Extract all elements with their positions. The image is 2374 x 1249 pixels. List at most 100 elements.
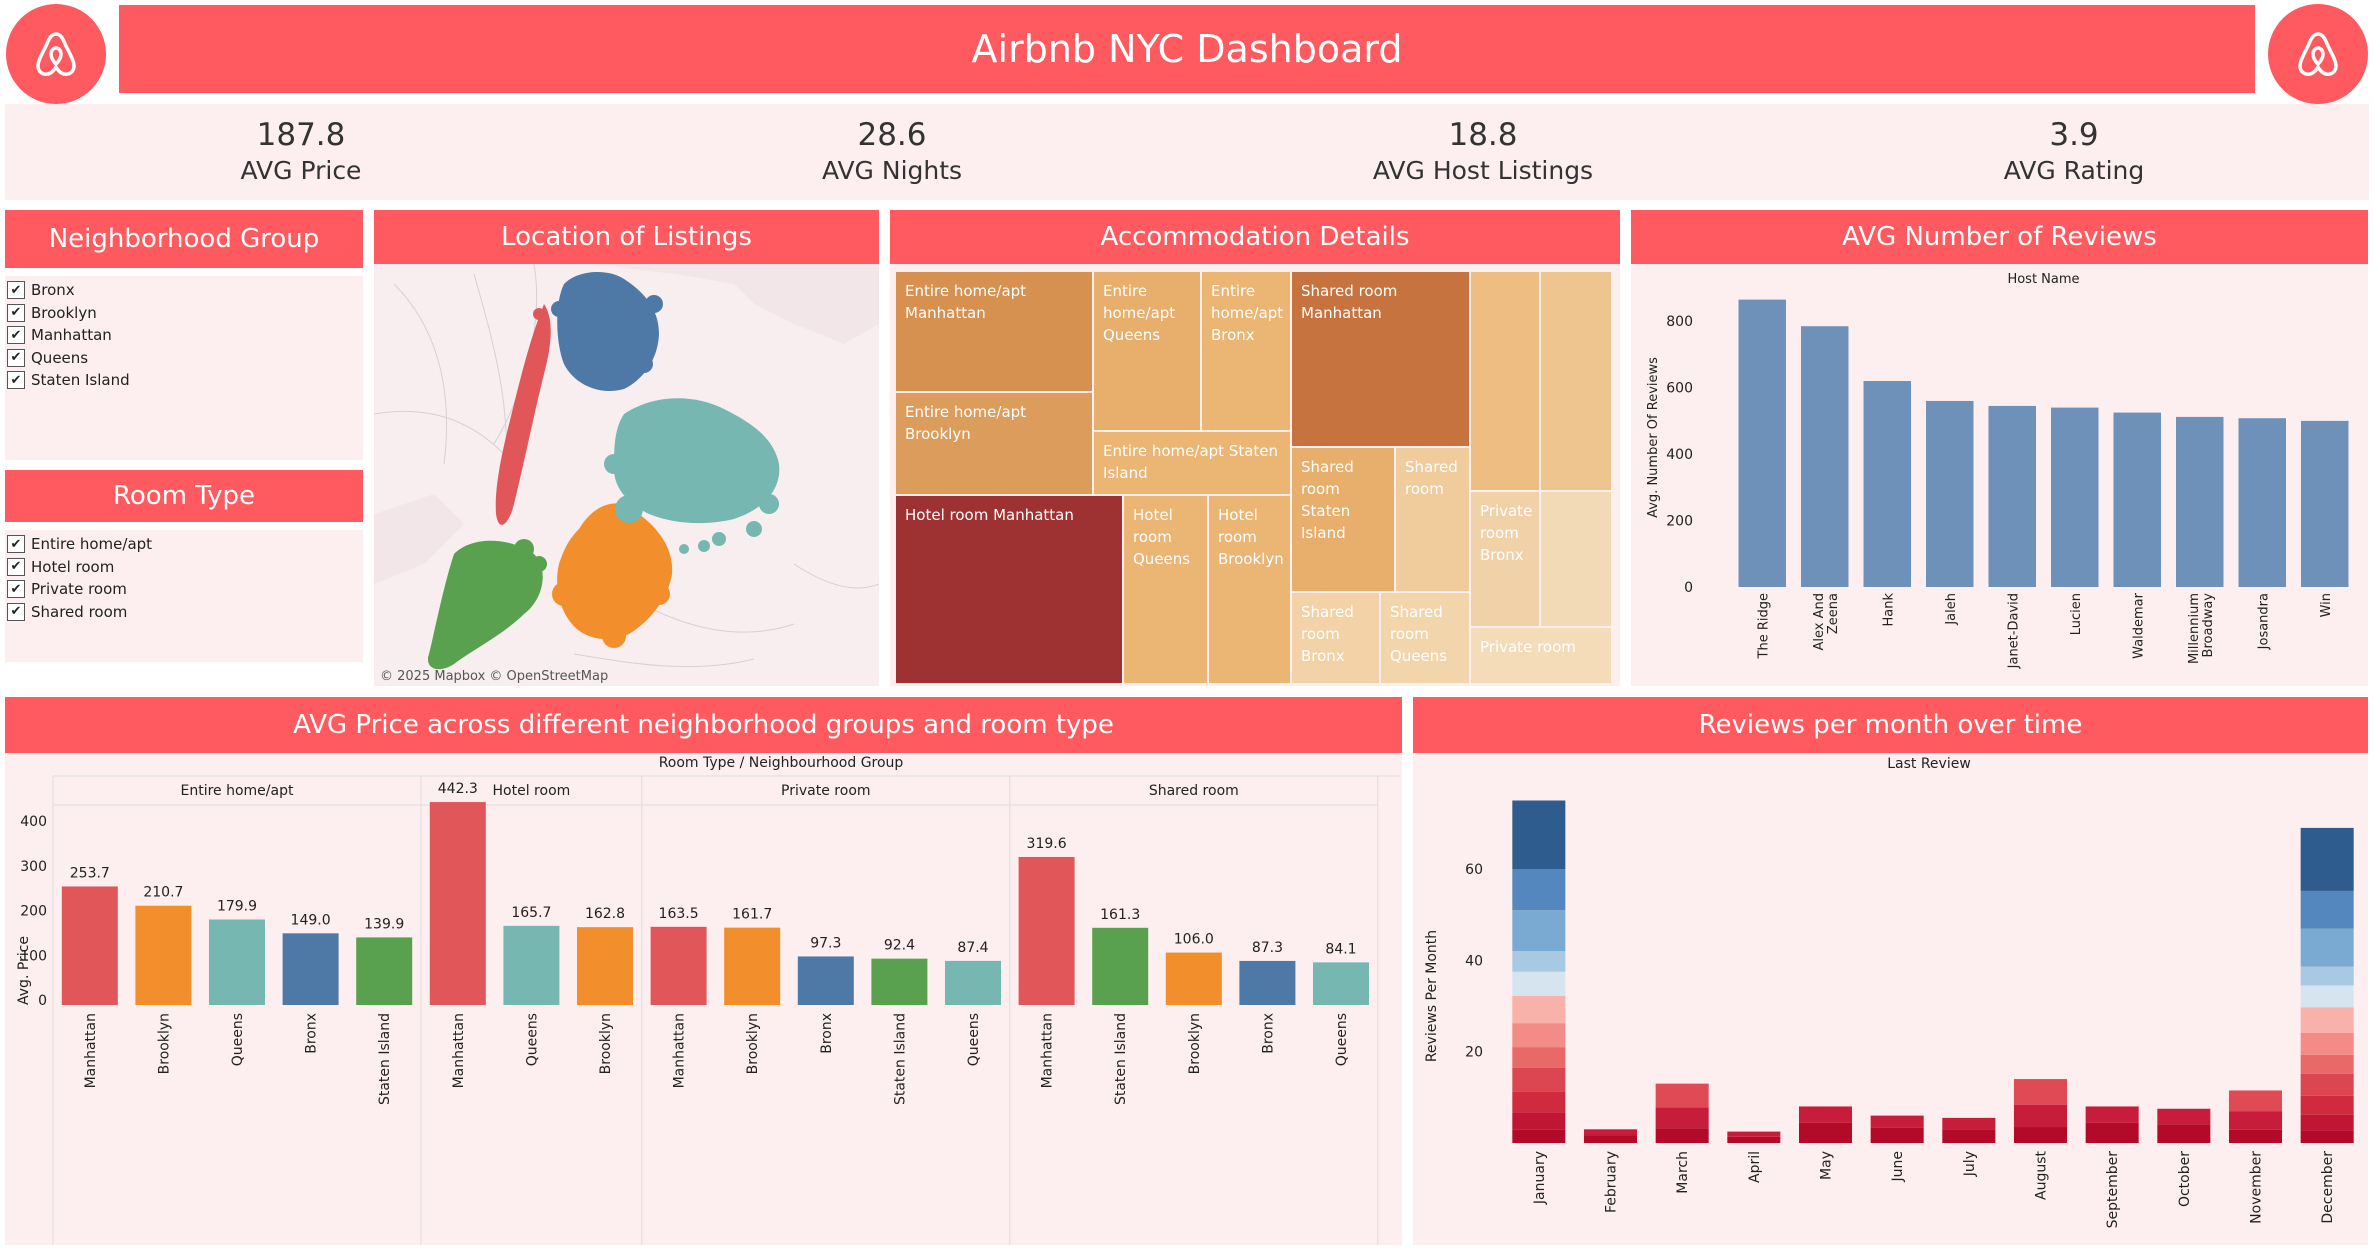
checkbox-checked-icon[interactable]: ✔ [7, 535, 25, 554]
x-tick-label: Broadway [2201, 593, 2216, 658]
treemap-cell[interactable]: Hotel room Manhattan [895, 495, 1123, 684]
x-tick-label: Win [2319, 593, 2334, 617]
treemap-cell[interactable]: Private room [1470, 627, 1612, 684]
bar-avg-price [61, 886, 118, 1005]
kpi-label: AVG Price [240, 156, 362, 185]
treemap-cell[interactable]: Hotel room Brooklyn [1208, 495, 1291, 684]
y-tick-label: 200 [1666, 514, 1693, 530]
filter-option-private-room[interactable]: ✔ Private room [7, 578, 152, 601]
checkbox-checked-icon[interactable]: ✔ [7, 281, 25, 300]
bar-segment [1942, 1129, 1996, 1143]
bar-segment [1655, 1107, 1709, 1129]
group-label: Hotel room [493, 783, 571, 799]
x-tick-label: Staten Island [377, 1013, 393, 1105]
checkbox-checked-icon[interactable]: ✔ [7, 580, 25, 599]
data-label: 163.5 [659, 906, 699, 922]
filter-option-staten-island[interactable]: ✔ Staten Island [7, 369, 130, 392]
price-header: AVG Price across different neighborhood … [5, 697, 1402, 753]
monthly-header: Reviews per month over time [1413, 697, 2368, 753]
x-tick-label: August [2034, 1150, 2050, 1200]
filter-option-label: Entire home/apt [31, 535, 153, 554]
x-tick-label: October [2177, 1151, 2193, 1207]
treemap-cell[interactable]: Entire home/apt Queens [1093, 271, 1201, 431]
checkbox-checked-icon[interactable]: ✔ [7, 348, 25, 367]
y-tick-label: 40 [1465, 953, 1483, 969]
y-tick-label: 800 [1666, 314, 1693, 330]
bar-avg-price [503, 925, 560, 1005]
treemap-cell[interactable]: Private room Bronx [1470, 491, 1540, 627]
treemap-cell[interactable]: Entire home/apt Manhattan [895, 271, 1093, 392]
checkbox-checked-icon[interactable]: ✔ [7, 557, 25, 576]
x-tick-label: Staten Island [892, 1013, 908, 1105]
x-tick-label: June [1890, 1151, 1906, 1183]
bar-host-reviews [2301, 420, 2349, 587]
treemap-cell[interactable]: Entire home/apt Brooklyn [895, 392, 1093, 495]
checkbox-checked-icon[interactable]: ✔ [7, 303, 25, 322]
filter-option-bronx[interactable]: ✔ Bronx [7, 279, 130, 302]
bar-segment [2300, 827, 2354, 891]
y-axis-title: Reviews Per Month [1424, 930, 1440, 1062]
x-tick-label: March [1675, 1151, 1691, 1194]
bar-segment [2013, 1104, 2068, 1128]
checkbox-checked-icon[interactable]: ✔ [7, 602, 25, 621]
airbnb-logo-icon [2298, 32, 2338, 76]
filter-option-manhattan[interactable]: ✔ Manhattan [7, 324, 130, 347]
monthly-title: Reviews per month over time [1698, 710, 2083, 740]
x-tick-label: Brooklyn [1187, 1013, 1203, 1074]
kpi-avg-rating: 3.9 AVG Rating [1778, 104, 2370, 200]
x-tick-label: Bronx [1260, 1013, 1276, 1054]
treemap-cell[interactable]: Hotel room Queens [1123, 495, 1208, 684]
bar-avg-price [1313, 962, 1369, 1005]
x-tick-label: Josandra [2256, 593, 2271, 650]
reviews-panel: Host Name Avg. Number Of Reviews 0 200 400 60… [1631, 264, 2368, 686]
data-label: 87.3 [1252, 940, 1283, 956]
bar-host-reviews [1863, 381, 1911, 587]
treemap-cell[interactable]: Entire home/apt Bronx [1201, 271, 1291, 431]
filter-option-label: Shared room [31, 602, 128, 621]
kpi-value: 28.6 [857, 117, 927, 153]
treemap-cell[interactable]: Shared room [1395, 447, 1470, 592]
x-tick-label: Brooklyn [598, 1013, 614, 1074]
group-label: Entire home/apt [181, 783, 294, 799]
data-label: 442.3 [438, 781, 478, 797]
checkbox-checked-icon[interactable]: ✔ [7, 371, 25, 390]
kpi-label: AVG Nights [821, 156, 963, 185]
bar-host-reviews [1988, 405, 2036, 587]
listings-map[interactable]: © 2025 Mapbox © OpenStreetMap [373, 263, 880, 686]
data-label: 84.1 [1325, 941, 1356, 957]
bar-segment [1512, 1129, 1566, 1143]
treemap-cell[interactable]: Shared room Staten Island [1291, 447, 1395, 592]
filter-option-hotel-room[interactable]: ✔ Hotel room [7, 556, 152, 579]
filter-option-shared-room[interactable]: ✔ Shared room [7, 601, 152, 624]
data-label: 139.9 [364, 916, 404, 932]
treemap-cell[interactable]: Entire home/apt Staten Island [1093, 431, 1291, 495]
treemap-cell-unlabeled[interactable] [1470, 271, 1540, 491]
x-tick-label: December [2320, 1151, 2336, 1224]
treemap-cell-unlabeled[interactable] [1540, 491, 1612, 627]
treemap-cell-unlabeled[interactable] [1540, 271, 1612, 491]
bar-avg-price [209, 919, 265, 1005]
bar-segment [1655, 1128, 1709, 1143]
bar-segment [1512, 1112, 1566, 1130]
filter-option-queens[interactable]: ✔ Queens [7, 347, 130, 370]
checkbox-checked-icon[interactable]: ✔ [7, 326, 25, 345]
x-tick-label: Jaleh [1944, 593, 1959, 626]
x-tick-label: September [2105, 1151, 2121, 1229]
room-type-filter-list: ✔ Entire home/apt ✔ Hotel room ✔ Private ro… [7, 533, 152, 623]
map-attribution: © 2025 Mapbox © OpenStreetMap [380, 669, 608, 684]
map-title: Location of Listings [501, 222, 752, 252]
treemap-cell[interactable]: Shared room Manhattan [1291, 271, 1470, 447]
bar-segment [1512, 800, 1566, 869]
bar-segment [2300, 1130, 2354, 1143]
x-tick-label: Bronx [819, 1013, 835, 1054]
treemap-cell[interactable]: Shared room Bronx [1291, 592, 1380, 684]
filter-option-entire-home[interactable]: ✔ Entire home/apt [7, 533, 152, 556]
data-label: 97.3 [810, 935, 841, 951]
data-label: 319.6 [1027, 836, 1067, 852]
filter-option-brooklyn[interactable]: ✔ Brooklyn [7, 302, 130, 325]
logo-left [6, 4, 106, 104]
kpi-avg-host-listings: 18.8 AVG Host Listings [1187, 104, 1779, 200]
x-tick-label: Waldemar [2131, 592, 2146, 658]
bar-segment [1727, 1136, 1781, 1143]
treemap-cell[interactable]: Shared room Queens [1380, 592, 1470, 684]
